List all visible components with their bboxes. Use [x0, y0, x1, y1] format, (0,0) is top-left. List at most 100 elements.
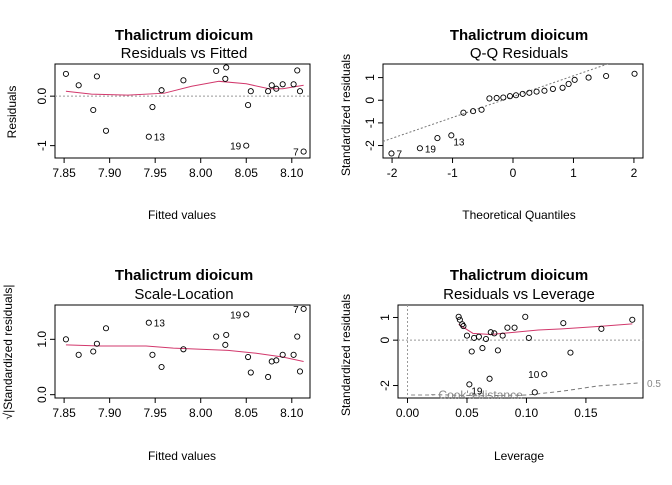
data-point [541, 371, 548, 378]
y-tick-label: 0 [363, 97, 377, 104]
y-tick-label: 0.0 [35, 87, 49, 104]
cooks-contour-label: 0.5 [647, 379, 661, 390]
data-point [533, 88, 540, 95]
data-point [145, 133, 152, 140]
x-tick-label: 1 [570, 166, 577, 180]
data-point [631, 70, 638, 77]
data-point [223, 331, 230, 338]
data-point [62, 336, 69, 343]
data-point [549, 85, 556, 92]
x-tick-label: 0.10 [515, 406, 539, 420]
y-tick-label: -1 [35, 140, 49, 151]
data-point [296, 368, 304, 375]
x-tick-label: 7.85 [52, 166, 76, 180]
y-tick-label: -2 [363, 140, 377, 151]
smoother-line [65, 80, 304, 96]
x-tick-label: 7.90 [98, 166, 122, 180]
x-tick-label: 0.00 [396, 406, 420, 420]
y-tick-label: -2 [378, 380, 392, 391]
data-point [102, 127, 110, 134]
x-axis-label: Fitted values [148, 208, 216, 222]
point-label: 13 [154, 319, 166, 330]
data-point [603, 72, 610, 80]
data-point [470, 108, 477, 115]
plot-frame [397, 304, 644, 399]
x-axis-label: Fitted values [148, 449, 216, 463]
smoother-line [458, 323, 633, 335]
point-label: 19 [425, 144, 437, 155]
x-tick-label: 0.05 [455, 406, 479, 420]
data-point [180, 77, 187, 84]
data-point [463, 332, 471, 339]
data-point [475, 333, 482, 340]
data-point [62, 70, 69, 77]
x-tick-label: 8.00 [189, 406, 213, 420]
point-label: 19 [471, 386, 483, 397]
panel-residuals-vs-fitted: Thalictrum dioicum Residuals vs Fitted F… [5, 27, 311, 222]
data-point [300, 305, 307, 312]
data-point [145, 319, 152, 326]
data-point [468, 348, 475, 355]
species-title: Thalictrum dioicum [115, 267, 253, 284]
data-point [486, 95, 493, 102]
data-point [567, 349, 574, 356]
data-point [93, 340, 100, 347]
data-point [213, 67, 220, 74]
data-point [149, 351, 156, 358]
data-point [504, 324, 511, 331]
data-point [296, 88, 304, 95]
data-point [493, 94, 500, 102]
data-point [565, 80, 572, 87]
data-point [243, 311, 250, 318]
data-point [75, 82, 82, 89]
data-point [522, 313, 529, 320]
data-point [456, 316, 463, 323]
data-point [300, 148, 307, 155]
chart-title: Residuals vs Fitted [121, 45, 248, 62]
data-point [460, 109, 467, 116]
point-label: 13 [453, 137, 465, 148]
data-point [294, 67, 301, 74]
data-point [273, 85, 280, 92]
data-point [448, 132, 455, 139]
data-point [279, 81, 286, 88]
species-title: Thalictrum dioicum [115, 27, 253, 44]
data-point [460, 323, 467, 330]
x-tick-label: 8.10 [280, 166, 304, 180]
data-point [265, 88, 272, 95]
data-point [500, 94, 507, 101]
x-tick-label: -2 [387, 166, 398, 180]
data-point [585, 74, 592, 81]
y-tick-label: 1.0 [35, 331, 49, 348]
data-point [158, 363, 165, 371]
x-tick-label: 7.95 [143, 406, 167, 420]
y-tick-label: 0 [378, 337, 392, 344]
data-point [90, 348, 97, 355]
x-tick-label: 8.00 [189, 166, 213, 180]
species-title: Thalictrum dioicum [450, 267, 588, 284]
data-point [290, 351, 297, 358]
panel-residuals-vs-leverage: Thalictrum dioicum Residuals vs Leverage… [339, 267, 661, 463]
data-point [511, 324, 518, 331]
data-point [213, 333, 220, 340]
data-point [466, 381, 473, 388]
point-label: 7 [293, 148, 299, 159]
x-axis-label: Theoretical Quantiles [462, 208, 575, 222]
data-point [102, 325, 110, 332]
x-tick-label: -1 [447, 166, 458, 180]
plot-frame [54, 63, 311, 159]
data-point [149, 103, 156, 111]
point-label: 19 [230, 142, 242, 153]
data-point [506, 93, 514, 100]
data-point [531, 389, 538, 396]
y-axis-label: √|Standardized residuals| [1, 285, 15, 420]
y-tick-label: 0.0 [35, 386, 49, 403]
point-label: 7 [396, 149, 402, 160]
data-point [486, 375, 493, 382]
data-point [388, 150, 395, 157]
x-tick-label: 0.15 [574, 406, 598, 420]
data-point [559, 84, 566, 91]
data-point [268, 82, 275, 89]
point-label: 19 [230, 310, 242, 321]
